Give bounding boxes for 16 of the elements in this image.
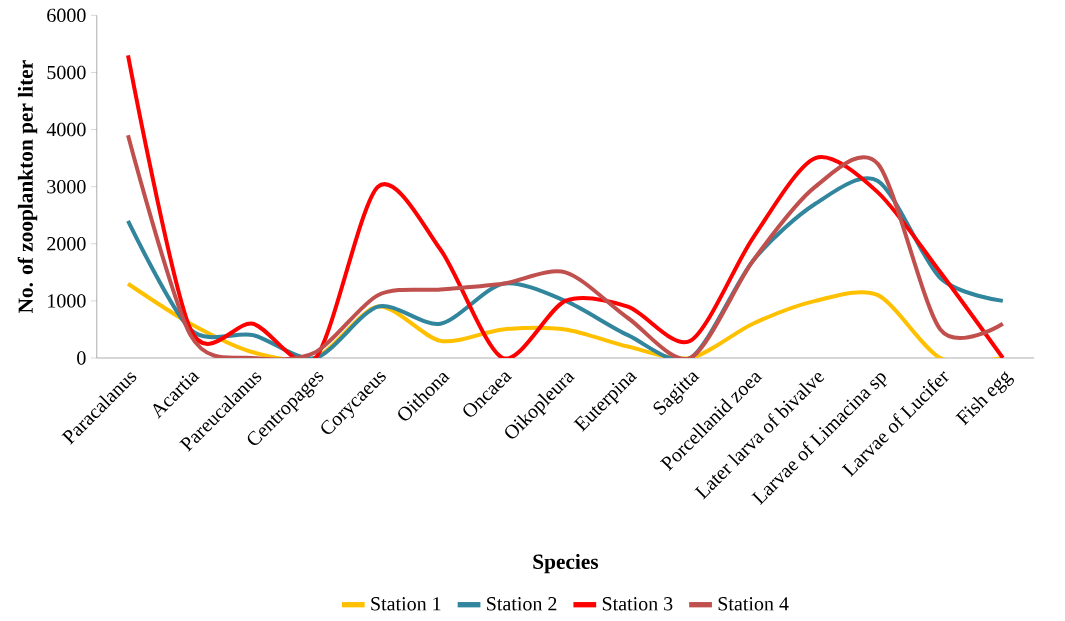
y-tick-label: 1000 [48, 294, 86, 308]
y-axis-title: No. of zooplankton per liter [17, 60, 38, 314]
legend-label: Station 1 [371, 597, 441, 611]
line-series [126, 53, 1005, 358]
y-tick-label: 0 [77, 351, 86, 365]
legend-label: Station 2 [487, 597, 557, 611]
y-tick-label: 5000 [47, 65, 86, 80]
legend-label: Station 3 [602, 597, 673, 611]
line-series [126, 133, 1005, 358]
x-axis-title: Species [533, 553, 599, 574]
y-tick-label: 4000 [46, 122, 86, 137]
legend-label: Station 4 [718, 597, 789, 611]
y-tick-label: 2000 [47, 237, 86, 251]
y-tick-label: 3000 [47, 179, 86, 194]
x-tick-label: Fish egg [955, 371, 1014, 426]
y-tick-label: 6000 [47, 8, 86, 23]
